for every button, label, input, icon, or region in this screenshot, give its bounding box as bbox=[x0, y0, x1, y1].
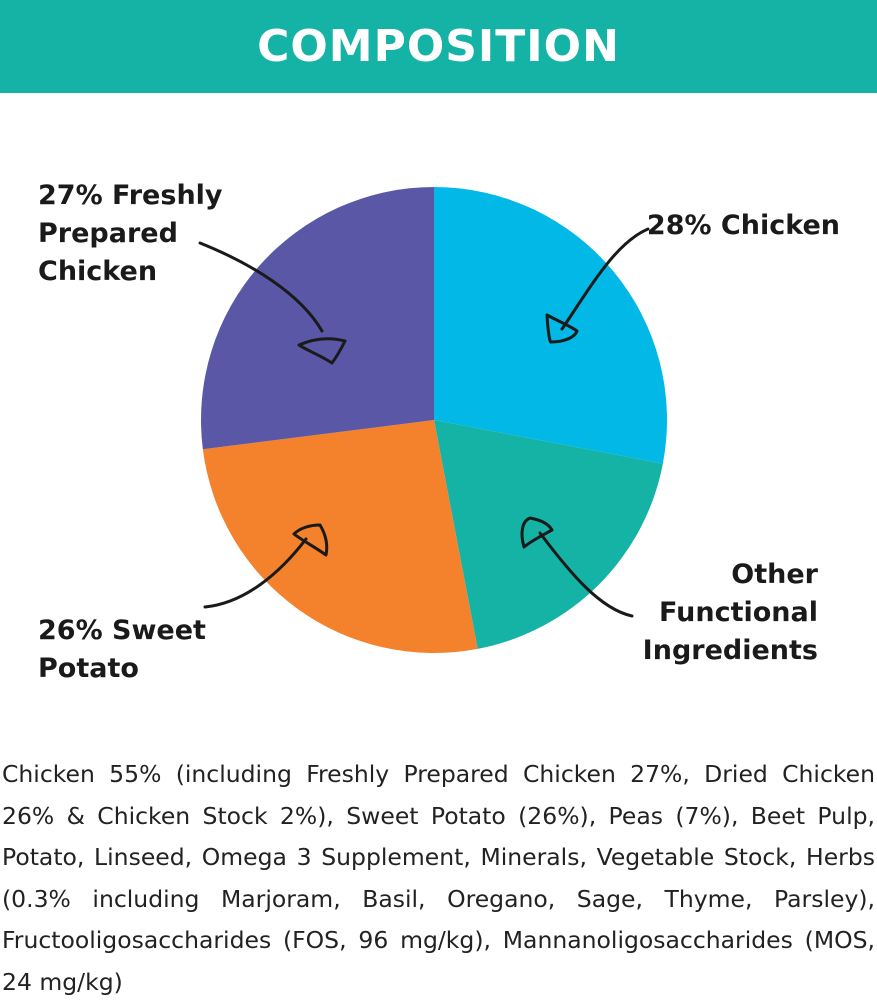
arrow-freshly-prepared bbox=[198, 241, 347, 365]
slice-label-freshly-prepared: 27% Freshly Prepared Chicken bbox=[38, 180, 223, 287]
slice-label-chicken: 28% Chicken bbox=[647, 210, 840, 241]
arrow-sweet-potato bbox=[203, 523, 329, 609]
pie-slice-chicken bbox=[434, 187, 667, 464]
composition-pie-chart: 28% Chicken Other Functional Ingredients 26%… bbox=[38, 180, 840, 684]
page-title: COMPOSITION bbox=[257, 21, 620, 72]
arrow-chicken bbox=[545, 227, 650, 344]
pie-slice-sweet-potato bbox=[202, 420, 478, 653]
slice-label-sweet-potato: 26% Sweet Potato bbox=[38, 615, 206, 684]
pie-slice-freshly-prepared bbox=[201, 187, 434, 450]
header-banner: COMPOSITION bbox=[0, 0, 877, 93]
arrow-other-functional bbox=[520, 516, 634, 618]
composition-ingredients-text: Chicken 55% (including Freshly Prepared … bbox=[2, 760, 875, 996]
pie-slice-other-functional bbox=[434, 420, 663, 649]
slice-label-other-functional: Other Functional Ingredients bbox=[643, 559, 819, 666]
